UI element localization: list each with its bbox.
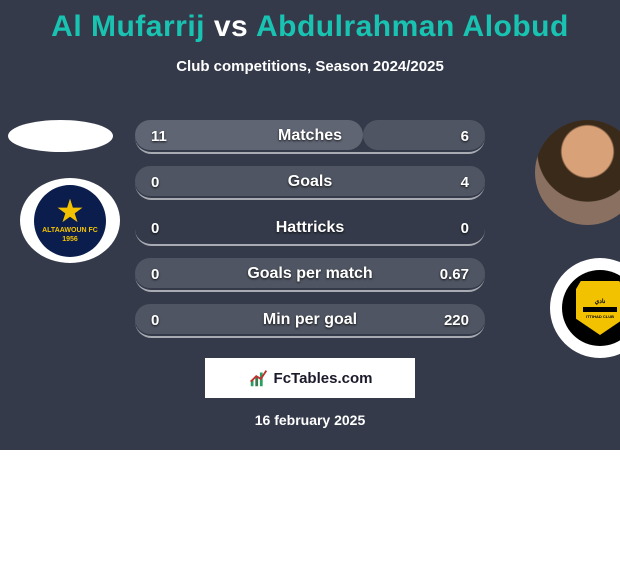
title-vs: vs [214,10,248,43]
stat-label: Goals per match [195,265,425,283]
club-left-emblem: ALTAAWOUN FC 1956 [34,185,106,257]
stat-value-right: 0 [425,220,485,237]
brand-box[interactable]: FcTables.com [205,358,415,398]
club-left-name: ALTAAWOUN FC [42,227,98,234]
title-player2: Abdulrahman Alobud [256,10,569,43]
player2-photo-placeholder [535,120,620,225]
stat-row: 11Matches6 [135,120,485,154]
title-player1: Al Mufarrij [51,10,205,43]
player1-club-badge: ALTAAWOUN FC 1956 [20,178,120,263]
stat-value-right: 0.67 [425,266,485,283]
stat-value-right: 6 [425,128,485,145]
stat-label: Min per goal [195,311,425,329]
stat-row: 0Goals4 [135,166,485,200]
stat-value-right: 220 [425,312,485,329]
subtitle: Club competitions, Season 2024/2025 [0,58,620,75]
title: Al Mufarrij vs Abdulrahman Alobud [0,0,620,44]
stat-row: 0Min per goal220 [135,304,485,338]
comparison-card: Al Mufarrij vs Abdulrahman Alobud Club c… [0,0,620,450]
stat-label: Matches [195,127,425,145]
stat-label: Goals [195,173,425,191]
stat-row: 0Goals per match0.67 [135,258,485,292]
shield-icon: نادي ITTIHAD CLUB [576,281,620,335]
player2-club-badge: نادي ITTIHAD CLUB [550,258,620,358]
stat-value-left: 0 [135,174,195,191]
stats-list: 11Matches60Goals40Hattricks00Goals per m… [135,120,485,338]
star-icon [57,199,83,225]
club-left-year: 1956 [62,236,78,243]
club-right-name: ITTIHAD CLUB [586,314,614,319]
player1-avatar-placeholder [8,120,113,152]
bar-chart-icon [248,367,270,389]
stat-value-left: 0 [135,266,195,283]
player2-avatar [535,120,620,225]
stat-value-left: 0 [135,220,195,237]
date-text: 16 february 2025 [255,412,366,428]
brand-text: FcTables.com [274,370,373,387]
blank-area [0,450,620,580]
stat-label: Hattricks [195,219,425,237]
stat-value-left: 0 [135,312,195,329]
stat-value-left: 11 [135,128,195,145]
club-right-emblem: نادي ITTIHAD CLUB [562,270,620,346]
stat-row: 0Hattricks0 [135,212,485,246]
stripe-icon [583,307,617,312]
club-right-arabic: نادي [595,298,606,305]
stat-value-right: 4 [425,174,485,191]
